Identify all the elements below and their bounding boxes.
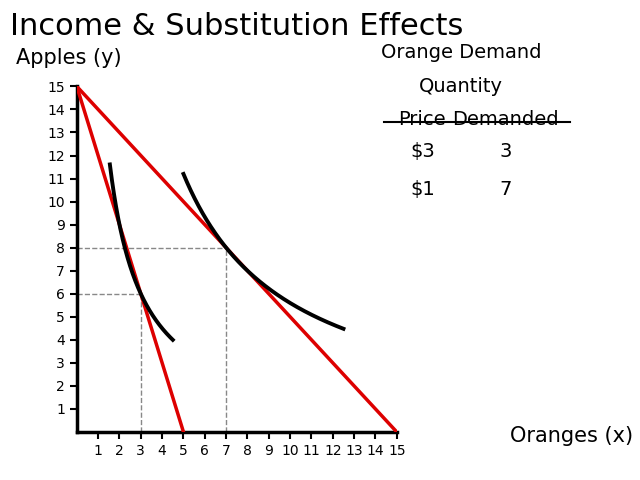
Text: $3: $3 — [410, 142, 435, 161]
Text: Price: Price — [399, 110, 446, 130]
Text: 3: 3 — [499, 142, 512, 161]
Text: $1: $1 — [410, 180, 435, 199]
Text: 7: 7 — [499, 180, 512, 199]
Text: Demanded: Demanded — [452, 110, 559, 130]
Text: Quantity: Quantity — [419, 77, 503, 96]
Text: Apples (y): Apples (y) — [16, 48, 122, 68]
Text: Income & Substitution Effects: Income & Substitution Effects — [10, 12, 463, 41]
Text: Orange Demand: Orange Demand — [381, 43, 541, 62]
Text: Oranges (x): Oranges (x) — [511, 426, 634, 446]
